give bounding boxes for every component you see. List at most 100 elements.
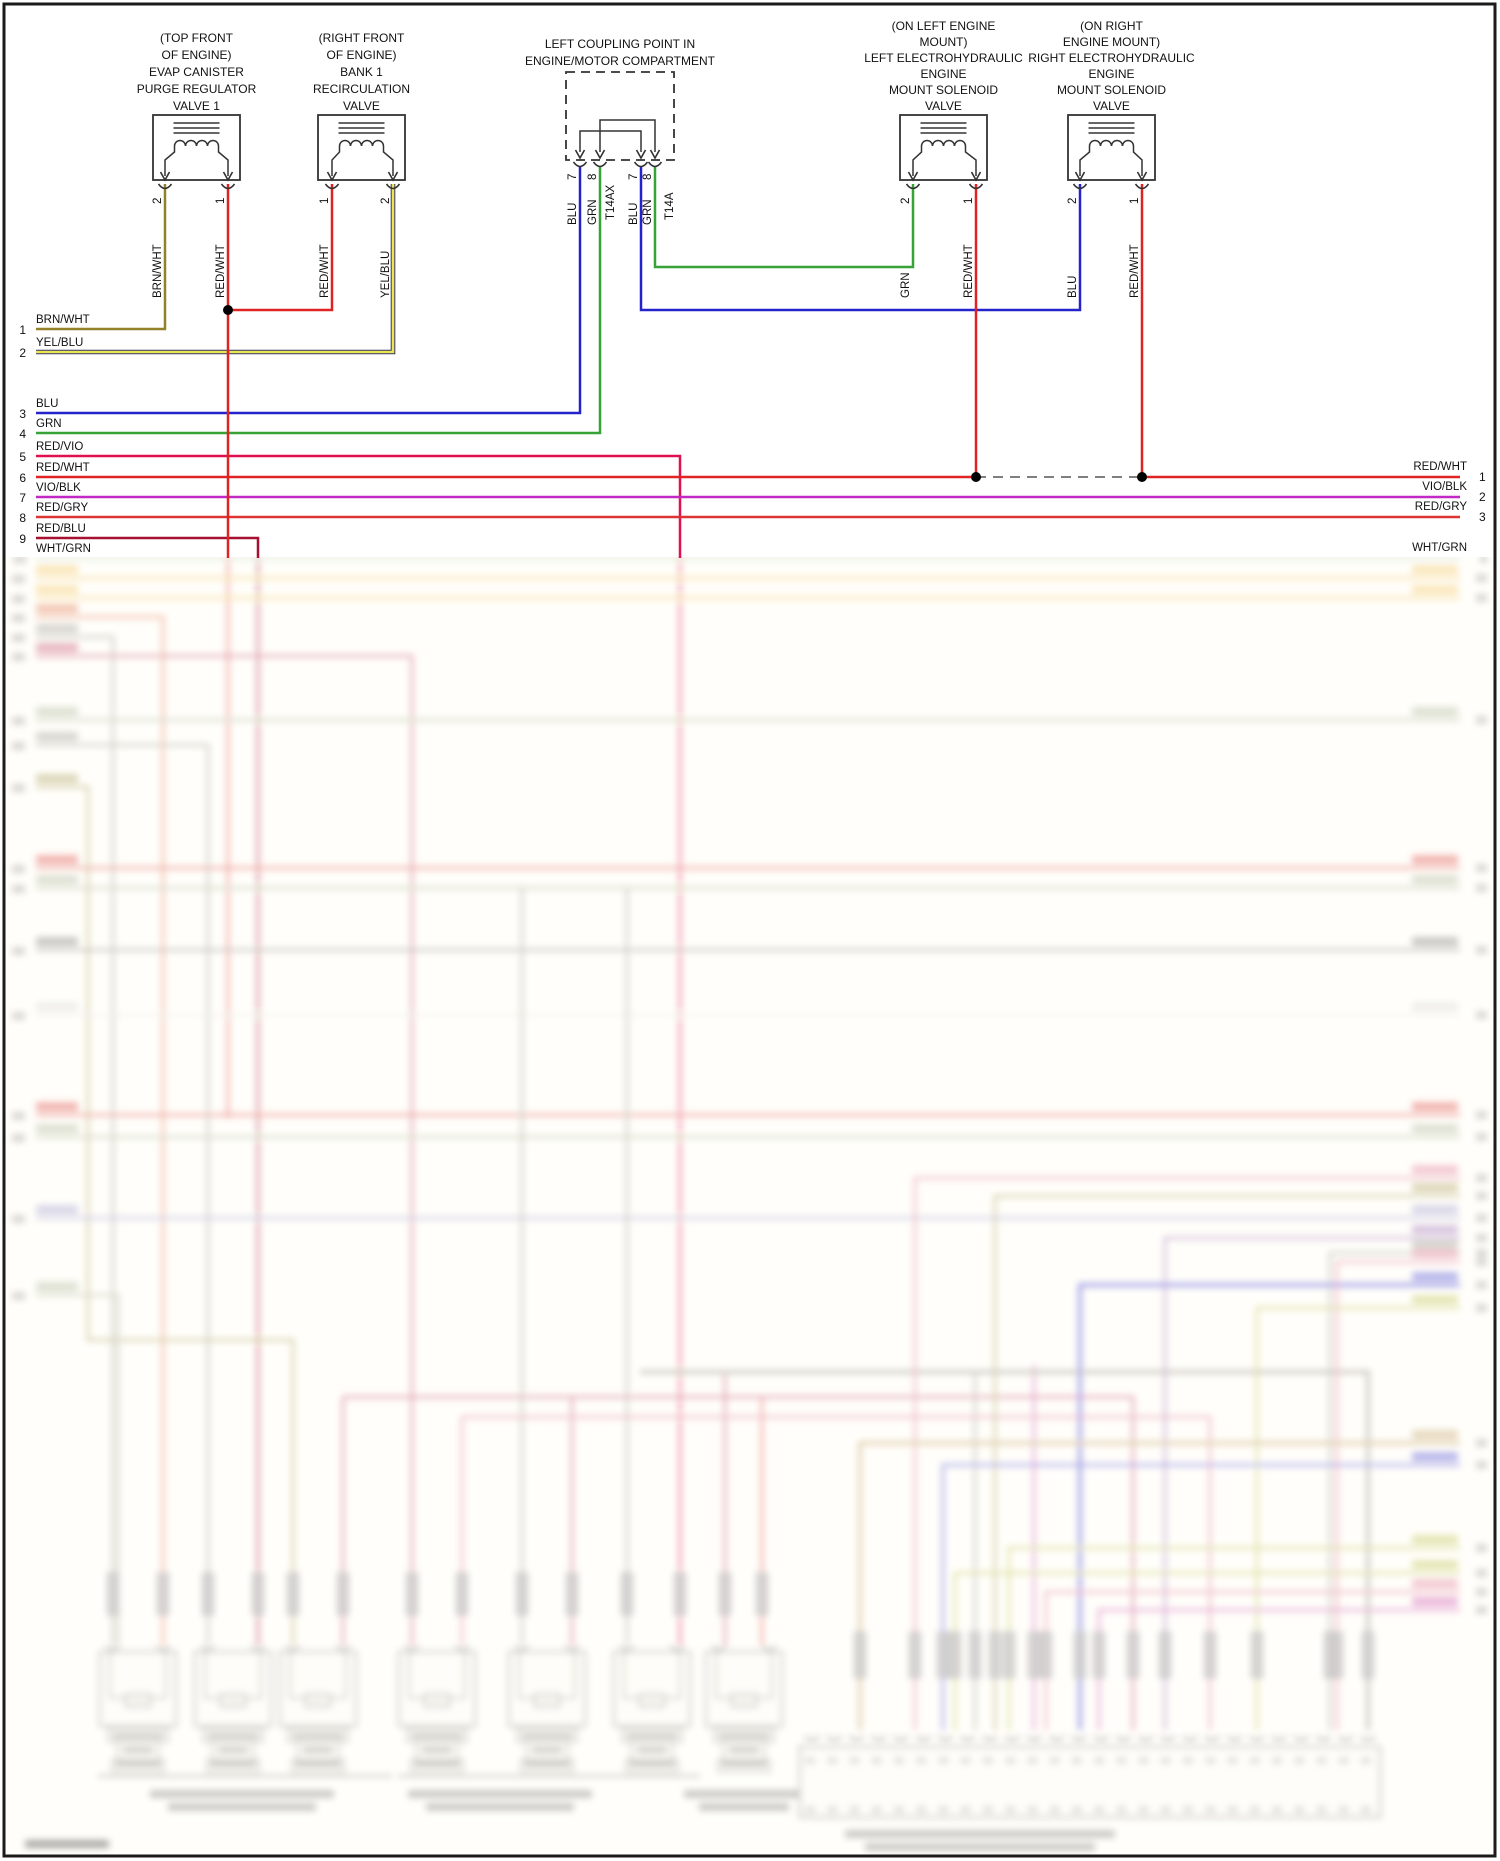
wire — [36, 166, 602, 435]
coupling-box — [565, 71, 675, 161]
wire-label: BLU — [567, 203, 579, 225]
pin-number: 1 — [963, 198, 975, 204]
pin-number: 1 — [1129, 198, 1141, 204]
valve-box — [899, 114, 988, 181]
coil-lead — [1132, 146, 1143, 176]
pin-hook-icon — [968, 183, 984, 190]
coil-icon — [920, 139, 967, 147]
coil-lead — [1079, 146, 1091, 176]
pin-arrow-icon — [222, 171, 234, 182]
row-label: VIO/BLK — [36, 482, 81, 494]
component-title: ENGINE — [1088, 67, 1134, 81]
pin-arrow-icon — [1136, 171, 1148, 182]
right-electrohydraulic-engine-mount-solenoid-valve: (ON RIGHT ENGINE MOUNT) RIGHT ELECTROHYDRA… — [1028, 19, 1195, 298]
pin-arrow-icon — [574, 149, 586, 160]
valve-box — [152, 114, 241, 181]
row-label: RED/WHT — [1413, 461, 1467, 473]
valve-box — [1067, 114, 1156, 181]
pin-arrow-icon — [970, 171, 982, 182]
row-label: YEL/BLU — [36, 337, 83, 349]
component-title: (RIGHT FRONT — [319, 31, 405, 45]
coil-lead — [382, 146, 394, 176]
junction-dot — [1137, 472, 1147, 482]
row-label: RED/GRY — [36, 502, 89, 514]
coil-lead — [964, 146, 977, 176]
wire — [653, 166, 915, 269]
component-title: EVAP CANISTER — [149, 65, 244, 79]
component-title: (TOP FRONT — [160, 31, 234, 45]
wire-label: GRN — [900, 272, 912, 298]
row-label: RED/GRY — [1415, 501, 1468, 513]
pin-number: 8 — [587, 174, 599, 180]
wire-label: YEL/BLU — [380, 251, 392, 298]
wire-label: GRN — [587, 199, 599, 225]
wire — [36, 536, 260, 558]
component-title: VALVE — [925, 99, 962, 113]
pin-hook-icon — [157, 183, 173, 190]
pin-number: 2 — [380, 198, 392, 204]
pin-arrow-icon — [1074, 171, 1086, 182]
component-title: MOUNT SOLENOID — [1057, 83, 1166, 97]
connector-name: T14AX — [605, 185, 617, 220]
pin-arrow-icon — [387, 171, 399, 182]
row-number: 3 — [19, 407, 26, 421]
wire — [639, 166, 1082, 312]
left-electrohydraulic-engine-mount-solenoid-valve: (ON LEFT ENGINE MOUNT) LEFT ELECTROHYDRAUL… — [864, 19, 1023, 298]
row-number: 8 — [19, 511, 26, 525]
component-title: ENGINE MOUNT) — [1063, 35, 1160, 49]
pin-number: 2 — [900, 198, 912, 204]
pin-hook-icon — [647, 161, 663, 168]
component-title: VALVE — [343, 99, 380, 113]
row-label: VIO/BLK — [1422, 481, 1467, 493]
pin-hook-icon — [592, 161, 608, 168]
component-title: (ON LEFT ENGINE — [892, 19, 996, 33]
row-label: BLU — [36, 398, 58, 410]
wire — [36, 184, 395, 354]
row-number: 5 — [19, 450, 26, 464]
component-title: LEFT COUPLING POINT IN — [545, 37, 695, 51]
row-label: WHT/GRN — [36, 543, 91, 555]
component-title: OF ENGINE) — [161, 48, 231, 62]
row-label: WHT/GRN — [1412, 542, 1467, 554]
connector-name: T14A — [664, 192, 676, 220]
pin-arrow-icon — [159, 171, 171, 182]
pin-hook-icon — [385, 183, 401, 190]
row-label: RED/WHT — [36, 462, 90, 474]
wire-label: RED/WHT — [215, 244, 227, 298]
component-title: VALVE — [1093, 99, 1130, 113]
row-number: 1 — [1479, 470, 1486, 484]
coil-icon — [1088, 139, 1135, 147]
row-number: 6 — [19, 471, 26, 485]
wire-label: GRN — [642, 199, 654, 225]
component-title: MOUNT) — [920, 35, 968, 49]
row-label: GRN — [36, 418, 62, 430]
pin-hook-icon — [572, 161, 588, 168]
wire — [36, 166, 582, 415]
blur-veil — [4, 557, 1495, 1856]
component-title: ENGINE/MOTOR COMPARTMENT — [525, 54, 716, 68]
row-number: 3 — [1479, 510, 1486, 524]
row-label: RED/BLU — [36, 523, 86, 535]
pin-hook-icon — [1072, 183, 1088, 190]
left-coupling-point: LEFT COUPLING POINT IN ENGINE/MOTOR COMPA… — [525, 37, 716, 225]
pin-hook-icon — [633, 161, 649, 168]
jumper-wire — [599, 119, 656, 152]
row-label: RED/VIO — [36, 441, 83, 453]
row-number: 2 — [1479, 490, 1486, 504]
wire-label: BLU — [1067, 276, 1079, 298]
component-title: (ON RIGHT — [1080, 19, 1143, 33]
row-label: BRN/WHT — [36, 314, 90, 326]
coil-lead — [912, 146, 923, 176]
pin-hook-icon — [324, 183, 340, 190]
junction-dot — [223, 305, 233, 315]
pin-arrow-icon — [907, 171, 919, 182]
coil-lead — [217, 146, 229, 176]
row-number: 1 — [19, 323, 26, 337]
pin-arrow-icon — [326, 171, 338, 182]
pin-number: 2 — [152, 198, 164, 204]
pin-number: 1 — [319, 198, 331, 204]
wire-label: RED/WHT — [1129, 244, 1141, 298]
